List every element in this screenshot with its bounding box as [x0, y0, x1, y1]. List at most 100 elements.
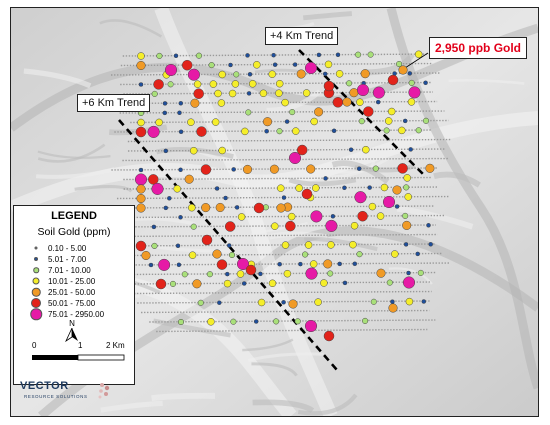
soil-sample-anomaly — [323, 330, 335, 342]
soil-sample-point — [151, 182, 164, 195]
soil-sample-point — [147, 125, 160, 138]
soil-sample-point — [281, 98, 289, 107]
soil-sample-point — [330, 214, 336, 219]
soil-sample-point — [306, 164, 316, 174]
soil-sample-point — [323, 259, 333, 269]
soil-sample-point — [316, 52, 322, 58]
soil-sample-point — [296, 69, 306, 79]
legend: LEGEND Soil Gold (ppm) 0.10 - 5.00 5.01 -… — [13, 205, 135, 385]
sample-traverse — [123, 176, 433, 181]
soil-sample-point — [173, 53, 179, 59]
soil-sample-point — [196, 126, 207, 137]
soil-sample-point — [367, 51, 374, 58]
soil-sample-point — [408, 79, 415, 86]
soil-sample-point — [148, 174, 159, 185]
soil-sample-point — [312, 184, 320, 192]
soil-sample-point — [214, 186, 220, 191]
soil-sample-point — [218, 146, 226, 155]
soil-sample-anomaly — [236, 257, 250, 271]
soil-sample-point — [248, 80, 257, 88]
terrain-texture — [35, 167, 115, 179]
sample-traverse — [122, 157, 450, 162]
soil-sample-point — [225, 271, 230, 277]
soil-sample-point — [231, 80, 240, 88]
soil-sample-anomaly — [212, 249, 222, 259]
soil-sample-point — [363, 106, 374, 117]
soil-sample-point — [228, 62, 233, 68]
soil-sample-point — [193, 80, 202, 88]
sample-traverse — [122, 53, 445, 57]
soil-sample-point — [305, 267, 318, 280]
soil-sample-point — [372, 86, 385, 99]
north-arrow-icon — [65, 327, 78, 343]
soil-sample-point — [136, 60, 146, 71]
soil-sample-point — [156, 52, 163, 59]
soil-sample-point — [206, 271, 213, 278]
soil-sample-point — [310, 117, 318, 126]
soil-sample-point — [402, 276, 416, 289]
soil-sample-point — [241, 281, 247, 286]
terrain-texture — [304, 237, 378, 252]
soil-sample-point — [136, 184, 146, 194]
soil-sample-point — [302, 251, 309, 258]
soil-sample-point — [355, 51, 362, 58]
terrain-texture — [321, 157, 389, 179]
soil-sample-point — [262, 117, 273, 127]
terrain-texture — [365, 52, 415, 76]
soil-sample-point — [415, 127, 422, 134]
sample-traverse — [127, 148, 447, 152]
soil-sample-point — [350, 221, 359, 230]
soil-sample-point — [188, 251, 197, 259]
vector-logo: VECTOR RESOURCE SOLUTIONS — [18, 377, 118, 405]
soil-sample-point — [181, 59, 193, 71]
soil-sample-point — [342, 280, 348, 286]
soil-sample-point — [155, 278, 167, 290]
sample-traverse — [156, 328, 428, 333]
terrain-texture — [156, 245, 236, 253]
legend-class-row: 5.01 - 7.00 — [14, 254, 132, 265]
soil-sample-point — [192, 279, 202, 289]
soil-sample-point — [390, 299, 395, 304]
soil-sample-point — [242, 164, 253, 174]
north-arrow: N — [64, 320, 80, 347]
soil-sample-point — [354, 191, 367, 204]
soil-sample-point — [296, 144, 308, 156]
soil-sample-point — [295, 184, 303, 192]
soil-sample-point — [360, 69, 370, 79]
terrain-texture — [37, 143, 106, 163]
soil-sample-point — [137, 118, 145, 127]
soil-sample-point — [403, 242, 409, 247]
soil-sample-anomaly — [288, 299, 298, 309]
soil-sample-anomaly — [356, 83, 370, 97]
soil-sample-point — [402, 220, 412, 230]
soil-sample-point — [178, 167, 183, 173]
soil-sample-point — [314, 298, 322, 306]
soil-sample-point — [349, 240, 357, 249]
soil-sample-anomaly — [276, 203, 286, 213]
soil-sample-point — [335, 52, 341, 58]
soil-sample-point — [246, 91, 252, 96]
trend-line-6km — [118, 119, 338, 371]
soil-sample-point — [190, 223, 197, 230]
soil-sample-point — [325, 219, 338, 232]
scale-bar-graphic — [32, 354, 125, 361]
soil-sample-point — [421, 299, 427, 304]
soil-sample-point — [287, 212, 296, 221]
soil-sample-point — [314, 107, 324, 117]
soil-sample-point — [337, 261, 342, 267]
sample-traverse — [137, 300, 430, 304]
soil-sample-point — [356, 251, 363, 258]
soil-sample-point — [396, 60, 403, 68]
soil-sample-point — [367, 185, 372, 190]
soil-sample-point — [137, 52, 145, 60]
soil-sample-point — [245, 53, 250, 58]
soil-sample-point — [362, 145, 370, 154]
soil-sample-point — [218, 70, 226, 79]
legend-symbol — [31, 287, 41, 297]
terrain-texture — [99, 19, 163, 38]
terrain-texture — [433, 171, 481, 188]
soil-sample-point — [217, 300, 222, 305]
soil-sample-point — [407, 98, 416, 106]
soil-sample-point — [414, 50, 423, 59]
soil-sample-point — [138, 82, 144, 87]
